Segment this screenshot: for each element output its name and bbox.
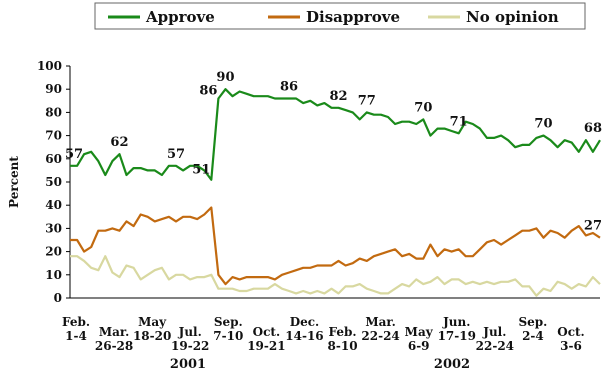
y-tick-label: 90 bbox=[45, 82, 62, 96]
y-tick-label: 70 bbox=[45, 129, 62, 143]
data-label: 57 bbox=[65, 147, 83, 162]
legend: Approve Disapprove No opinion bbox=[94, 2, 586, 30]
x-tick-label: 22-24 bbox=[361, 329, 399, 343]
x-tick-label: Jul. bbox=[482, 325, 506, 339]
legend-entry: Approve bbox=[145, 8, 215, 26]
y-tick-label: 10 bbox=[45, 268, 62, 282]
data-label: 68 bbox=[584, 121, 602, 136]
data-label: 27 bbox=[584, 219, 602, 234]
x-tick-label: Mar. bbox=[365, 315, 395, 329]
y-tick-label: 40 bbox=[45, 198, 62, 212]
x-tick-label: Oct. bbox=[253, 325, 280, 339]
y-tick-label: 30 bbox=[45, 221, 62, 235]
series-layer bbox=[70, 88, 601, 297]
x-tick-label: 19-22 bbox=[171, 339, 209, 353]
year-label: 2002 bbox=[434, 357, 470, 372]
legend-entry: Disapprove bbox=[306, 8, 400, 26]
x-tick-label: 18-20 bbox=[133, 329, 171, 343]
x-tick-label: 22-24 bbox=[476, 339, 514, 353]
legend-entry: No opinion bbox=[466, 8, 559, 26]
series-line-approve bbox=[70, 88, 601, 181]
data-label: 57 bbox=[167, 147, 185, 162]
legend-box bbox=[94, 2, 586, 30]
x-tick-label: 7-10 bbox=[213, 329, 243, 343]
x-tick-label: Sep. bbox=[214, 315, 243, 329]
data-label: 51 bbox=[192, 163, 210, 178]
x-tick-label: Mar. bbox=[99, 325, 129, 339]
x-tick-label: May bbox=[405, 325, 434, 339]
x-tick-label: Oct. bbox=[557, 325, 584, 339]
data-label: 86 bbox=[199, 83, 217, 98]
y-tick-label: 60 bbox=[45, 152, 62, 166]
y-tick-label: 20 bbox=[45, 245, 62, 259]
x-tick-label: May bbox=[138, 315, 167, 329]
x-tick-label: Sep. bbox=[518, 315, 547, 329]
y-tick-label: 80 bbox=[45, 105, 62, 119]
x-tick-label: 26-28 bbox=[95, 339, 133, 353]
data-label: 90 bbox=[216, 70, 234, 85]
x-tick-label: 8-10 bbox=[328, 339, 358, 353]
series-line-no-opinion bbox=[70, 255, 601, 297]
x-tick-label: 2-4 bbox=[522, 329, 544, 343]
data-label: 70 bbox=[534, 117, 552, 132]
data-label: 71 bbox=[450, 114, 468, 129]
x-tick-label: Jun. bbox=[442, 315, 470, 329]
y-tick-label: 100 bbox=[37, 59, 62, 73]
data-label: 82 bbox=[329, 89, 347, 104]
x-tick-label: Feb. bbox=[62, 315, 90, 329]
x-tick-label: 6-9 bbox=[408, 339, 430, 353]
data-label: 62 bbox=[110, 135, 128, 150]
x-tick-label: Feb. bbox=[328, 325, 356, 339]
x-tick-label: 14-16 bbox=[285, 329, 323, 343]
x-tick-label: Dec. bbox=[290, 315, 320, 329]
data-label: 86 bbox=[280, 79, 298, 94]
year-label: 2001 bbox=[170, 357, 206, 372]
x-tick-label: 3-6 bbox=[560, 339, 582, 353]
data-label: 77 bbox=[358, 93, 376, 108]
x-tick-label: 1-4 bbox=[65, 329, 87, 343]
series-line-disapprove bbox=[70, 206, 601, 286]
y-tick-label: 50 bbox=[45, 175, 62, 189]
data-label: 70 bbox=[414, 100, 432, 115]
y-axis-title: Percent bbox=[7, 156, 21, 208]
x-tick-label: Jul. bbox=[178, 325, 202, 339]
x-tick-label: 17-19 bbox=[438, 329, 476, 343]
x-tick-label: 19-21 bbox=[247, 339, 285, 353]
y-tick-label: 0 bbox=[54, 291, 62, 305]
